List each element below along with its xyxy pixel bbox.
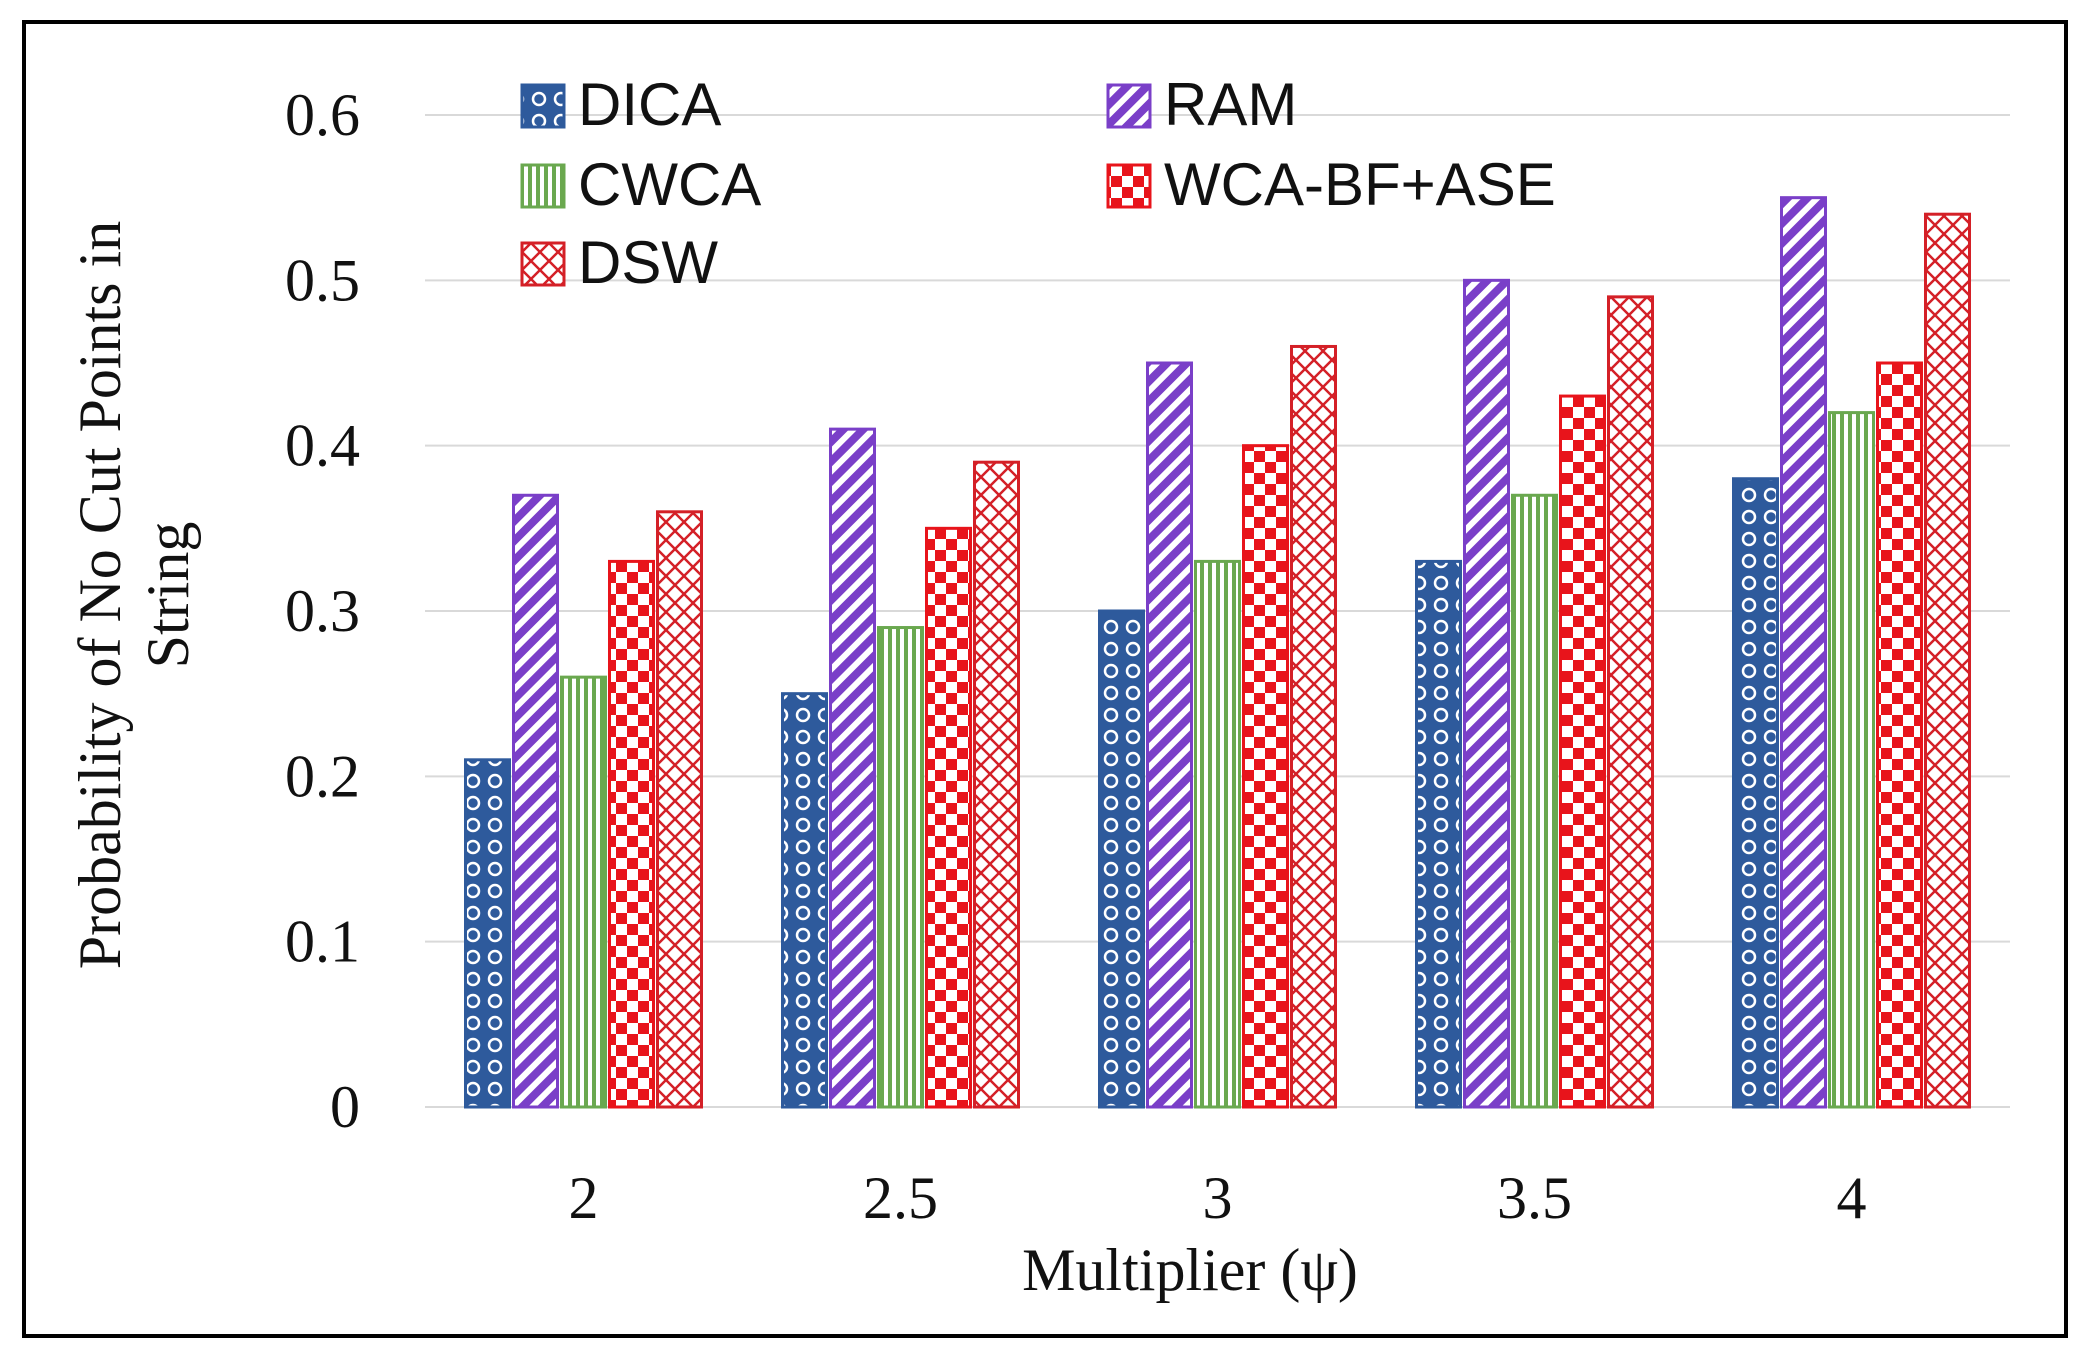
bars	[464, 196, 1971, 1109]
bar-ram-3-5	[1463, 278, 1510, 1109]
bar-cwca-4	[1828, 411, 1875, 1109]
y-axis-ticks: 0 0.1 0.2 0.3 0.4 0.5 0.6	[285, 82, 360, 1140]
bar-wca-bf-ase-2	[608, 559, 655, 1109]
bar-wca-bf-ase-3-5	[1559, 394, 1606, 1109]
x-axis-ticks: 2 2.5 3 3.5 4	[569, 1165, 1867, 1231]
bar-ram-2-5	[829, 427, 876, 1109]
bar-dsw-3-5	[1607, 295, 1654, 1109]
y-tick-label: 0	[330, 1074, 360, 1140]
legend-label-dsw: DSW	[578, 229, 718, 296]
x-tick-label: 3	[1203, 1165, 1233, 1231]
legend-swatch-dica	[520, 83, 566, 129]
x-tick-label: 4	[1837, 1165, 1867, 1231]
bar-dsw-2-5	[973, 460, 1020, 1109]
y-tick-label: 0.5	[285, 247, 360, 313]
bar-cwca-2	[560, 675, 607, 1109]
bar-ram-4	[1780, 196, 1827, 1109]
bar-dsw-2	[656, 510, 703, 1109]
x-tick-label: 2.5	[863, 1165, 938, 1231]
bar-cwca-3	[1194, 559, 1241, 1109]
y-tick-label: 0.3	[285, 578, 360, 644]
x-tick-label: 3.5	[1497, 1165, 1572, 1231]
y-axis-title: Probability of No Cut Points in String	[67, 221, 201, 969]
bar-ram-3	[1146, 361, 1193, 1109]
y-tick-label: 0.6	[285, 82, 360, 148]
y-axis-title-line-2: String	[135, 522, 201, 669]
bar-dica-3	[1098, 609, 1145, 1109]
chart-frame	[22, 20, 2068, 1338]
legend-swatch-dsw	[520, 241, 566, 287]
bar-ram-2	[512, 493, 559, 1109]
x-axis-title: Multiplier (ψ)	[1022, 1237, 1358, 1303]
bar-wca-bf-ase-4	[1876, 361, 1923, 1109]
bar-dica-2	[464, 758, 511, 1109]
legend-label-dica: DICA	[578, 71, 721, 138]
legend-swatch-cwca	[520, 163, 566, 209]
y-axis-title-line-1: Probability of No Cut Points in	[67, 221, 133, 969]
bar-cwca-2-5	[877, 626, 924, 1109]
bar-dsw-4	[1924, 212, 1971, 1109]
bar-dica-4	[1732, 477, 1779, 1109]
legend-swatch-wca-bf-ase	[1106, 163, 1152, 209]
bar-wca-bf-ase-3	[1242, 444, 1289, 1109]
bar-dica-2-5	[781, 692, 828, 1109]
x-tick-label: 2	[569, 1165, 599, 1231]
bar-cwca-3-5	[1511, 493, 1558, 1109]
y-tick-label: 0.1	[285, 909, 360, 975]
legend-label-wca-bf-ase: WCA-BF+ASE	[1164, 151, 1556, 218]
bar-wca-bf-ase-2-5	[925, 526, 972, 1109]
y-tick-label: 0.4	[285, 413, 360, 479]
legend-label-cwca: CWCA	[578, 151, 761, 218]
legend-label-ram: RAM	[1164, 71, 1297, 138]
bar-dica-3-5	[1415, 559, 1462, 1109]
legend: DICA RAM CWCA WCA-BF+ASE DSW	[520, 71, 1556, 296]
y-tick-label: 0.2	[285, 743, 360, 809]
legend-swatch-ram	[1106, 83, 1152, 129]
bar-dsw-3	[1290, 344, 1337, 1109]
